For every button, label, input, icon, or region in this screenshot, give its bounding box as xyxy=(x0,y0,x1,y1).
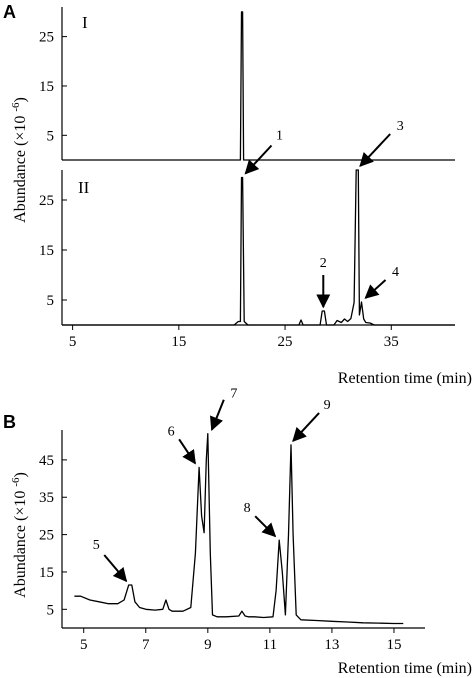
peak-arrow xyxy=(292,412,320,442)
y-tick-label: 15 xyxy=(39,79,54,95)
peak-label: 1 xyxy=(276,129,283,144)
y-axis-title-unit-close: ) xyxy=(12,472,29,477)
y-axis-title-exponent: -6 xyxy=(10,102,22,112)
y-tick-label: 25 xyxy=(39,193,54,209)
panel-label-b: B xyxy=(3,412,16,432)
y-tick-label: 5 xyxy=(47,293,55,309)
peak-arrow xyxy=(210,399,225,432)
y-tick-label: 15 xyxy=(39,243,54,259)
peak-arrow xyxy=(178,438,196,465)
peak-label: 4 xyxy=(392,265,399,280)
x-tick-label: 5 xyxy=(69,334,77,350)
plot-a1: 5 15 25 xyxy=(39,7,455,161)
y-tick-label: 45 xyxy=(39,453,54,469)
panel-a-y-axis-title: Abundance (×10 -6) xyxy=(10,97,29,223)
peak-label: 9 xyxy=(324,398,331,413)
peak-arrow xyxy=(103,554,128,583)
peak-arrow xyxy=(254,515,277,538)
y-tick-label: 5 xyxy=(47,128,55,144)
chromatogram-trace xyxy=(62,11,455,161)
peak-label: 5 xyxy=(93,538,100,553)
y-tick-label: 25 xyxy=(39,30,54,46)
x-tick-label: 13 xyxy=(324,637,339,653)
peak-arrow xyxy=(244,144,273,175)
peak-arrow xyxy=(364,279,387,299)
chromatogram-trace xyxy=(62,169,455,326)
y-axis-title-exponent: -6 xyxy=(10,477,22,487)
y-tick-label: 5 xyxy=(47,602,55,618)
x-tick-label: 7 xyxy=(142,637,150,653)
y-tick-label: 15 xyxy=(39,565,54,581)
peak-label: 2 xyxy=(320,256,327,271)
peak-label: 3 xyxy=(397,119,404,134)
subpanel-label-ii: II xyxy=(78,178,90,197)
x-tick-label: 5 xyxy=(80,637,88,653)
x-tick-label: 9 xyxy=(204,637,212,653)
panel-b-y-axis-title: Abundance (×10 -6) xyxy=(10,472,29,598)
x-tick-label: 15 xyxy=(386,637,401,653)
panel-label-a: A xyxy=(3,2,16,22)
peak-arrow xyxy=(359,133,391,168)
panel-b-x-axis-title: Retention time (min) xyxy=(338,660,472,677)
chromatogram-trace xyxy=(74,433,404,625)
y-axis-title-unit-close: ) xyxy=(12,97,29,102)
x-tick-label: 11 xyxy=(263,637,277,653)
peak-label: 7 xyxy=(230,387,237,402)
x-tick-label: 15 xyxy=(171,334,186,350)
y-tick-label: 35 xyxy=(39,490,54,506)
x-tick-label: 25 xyxy=(278,334,293,350)
x-tick-label: 35 xyxy=(384,334,399,350)
peak-label: 8 xyxy=(244,501,251,516)
peak-label: 6 xyxy=(168,424,175,439)
y-tick-label: 25 xyxy=(39,528,54,544)
panel-a-x-axis-title: Retention time (min) xyxy=(338,370,472,387)
plot-a2: 5 15 25 5 15 25 35 1 2 3 4 xyxy=(39,119,455,350)
panel-b-y-axis-title-text: Abundance (×10 xyxy=(12,491,29,598)
panel-a-y-axis-title-text: Abundance (×10 xyxy=(12,116,29,223)
subpanel-label-i: I xyxy=(82,13,88,32)
plot-b: 5 15 25 35 45 5 7 9 11 13 15 5 6 7 8 9 xyxy=(39,387,425,653)
